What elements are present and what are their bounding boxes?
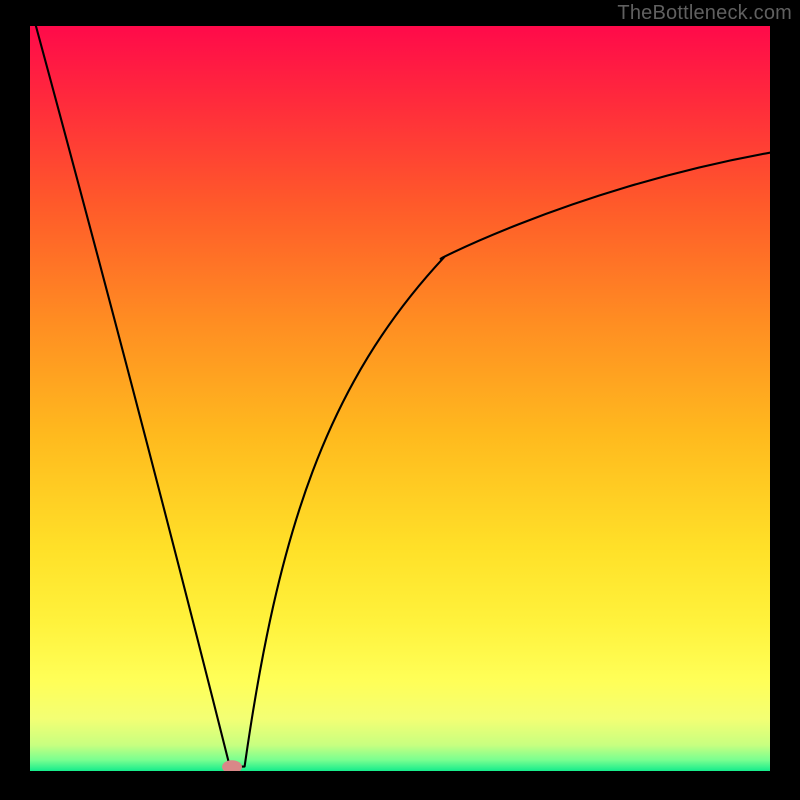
chart-frame: TheBottleneck.com (0, 0, 800, 800)
bottleneck-chart (30, 26, 770, 771)
watermark-text: TheBottleneck.com (617, 2, 792, 25)
chart-background (30, 26, 770, 771)
